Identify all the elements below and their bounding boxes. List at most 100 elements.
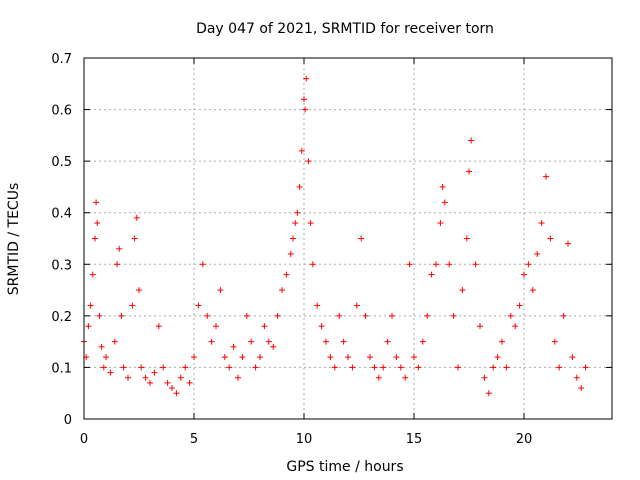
x-axis-label: GPS time / hours bbox=[286, 459, 403, 475]
data-point bbox=[302, 106, 309, 113]
data-point bbox=[208, 338, 215, 345]
data-point bbox=[547, 235, 554, 242]
data-point bbox=[494, 354, 501, 361]
data-points bbox=[81, 75, 589, 397]
data-point bbox=[120, 364, 127, 371]
data-point bbox=[303, 75, 310, 82]
data-point bbox=[221, 354, 228, 361]
data-point bbox=[406, 261, 413, 268]
data-point bbox=[439, 183, 446, 190]
data-point bbox=[516, 302, 523, 309]
data-point bbox=[160, 364, 167, 371]
data-point bbox=[298, 147, 305, 154]
axis-ticks: 0 0.1 0.2 0.3 0.4 0.5 0.6 0.7 0 5 10 15 20 bbox=[51, 52, 612, 447]
data-point bbox=[96, 312, 103, 319]
data-point bbox=[131, 235, 138, 242]
data-point bbox=[433, 261, 439, 268]
data-point bbox=[556, 364, 563, 371]
data-point bbox=[213, 323, 219, 330]
y-tick-label: 0.4 bbox=[51, 207, 72, 222]
data-point bbox=[358, 235, 365, 242]
data-point bbox=[481, 374, 488, 381]
data-point bbox=[164, 379, 171, 386]
data-point bbox=[455, 364, 461, 371]
data-point bbox=[441, 199, 448, 206]
data-point bbox=[507, 312, 514, 319]
data-point bbox=[248, 338, 255, 345]
y-tick-label: 0.6 bbox=[51, 104, 72, 119]
data-point bbox=[393, 354, 400, 361]
data-point bbox=[151, 369, 158, 376]
data-point bbox=[466, 168, 472, 175]
data-point bbox=[331, 364, 338, 371]
data-point bbox=[243, 312, 250, 319]
data-point bbox=[93, 199, 100, 206]
data-point bbox=[305, 158, 312, 165]
data-point bbox=[525, 261, 532, 268]
data-point bbox=[226, 364, 233, 371]
x-tick-label: 20 bbox=[516, 432, 533, 447]
data-point bbox=[309, 261, 316, 268]
y-tick-label: 0.7 bbox=[51, 52, 72, 67]
data-point bbox=[142, 374, 149, 381]
y-tick-label: 0.1 bbox=[51, 361, 72, 376]
data-point bbox=[274, 312, 281, 319]
data-point bbox=[261, 323, 268, 330]
data-point bbox=[569, 354, 576, 361]
data-point bbox=[450, 312, 457, 319]
data-point bbox=[204, 312, 211, 319]
data-point bbox=[314, 302, 321, 309]
data-point bbox=[384, 338, 391, 345]
data-point bbox=[239, 354, 246, 361]
data-point bbox=[437, 220, 444, 227]
data-point bbox=[98, 343, 105, 350]
y-tick-label: 0 bbox=[64, 413, 72, 428]
data-point bbox=[294, 209, 301, 216]
data-point bbox=[463, 235, 470, 242]
data-point bbox=[107, 369, 114, 376]
data-point bbox=[155, 323, 162, 330]
data-point bbox=[230, 343, 237, 350]
data-point bbox=[573, 374, 580, 381]
data-point bbox=[169, 385, 175, 392]
data-point bbox=[327, 354, 334, 361]
data-point bbox=[265, 338, 272, 345]
data-point bbox=[114, 261, 120, 268]
data-point bbox=[472, 261, 479, 268]
data-point bbox=[560, 312, 567, 319]
data-point bbox=[252, 364, 259, 371]
data-point bbox=[534, 250, 541, 257]
data-point bbox=[468, 137, 475, 144]
data-point bbox=[177, 374, 184, 381]
data-point bbox=[371, 364, 378, 371]
data-point bbox=[380, 364, 387, 371]
data-point bbox=[340, 338, 347, 345]
data-point bbox=[116, 245, 123, 252]
data-point bbox=[582, 364, 589, 371]
data-point bbox=[191, 354, 197, 361]
data-point bbox=[336, 312, 343, 319]
data-point bbox=[195, 302, 202, 309]
data-point bbox=[512, 323, 519, 330]
data-point bbox=[503, 364, 510, 371]
data-point bbox=[529, 287, 536, 294]
data-point bbox=[551, 338, 558, 345]
data-point bbox=[92, 235, 98, 242]
data-point bbox=[100, 364, 107, 371]
data-point bbox=[499, 338, 505, 345]
data-point bbox=[270, 343, 277, 350]
data-point bbox=[89, 271, 96, 278]
data-point bbox=[85, 323, 92, 330]
data-point bbox=[199, 261, 206, 268]
data-point bbox=[147, 379, 153, 386]
data-point bbox=[173, 390, 180, 397]
data-point bbox=[307, 220, 314, 227]
data-point bbox=[428, 271, 435, 278]
data-point bbox=[477, 323, 483, 330]
data-point bbox=[397, 364, 404, 371]
data-point bbox=[411, 354, 417, 361]
data-point bbox=[424, 312, 431, 319]
data-point bbox=[362, 312, 369, 319]
data-point bbox=[345, 354, 351, 361]
